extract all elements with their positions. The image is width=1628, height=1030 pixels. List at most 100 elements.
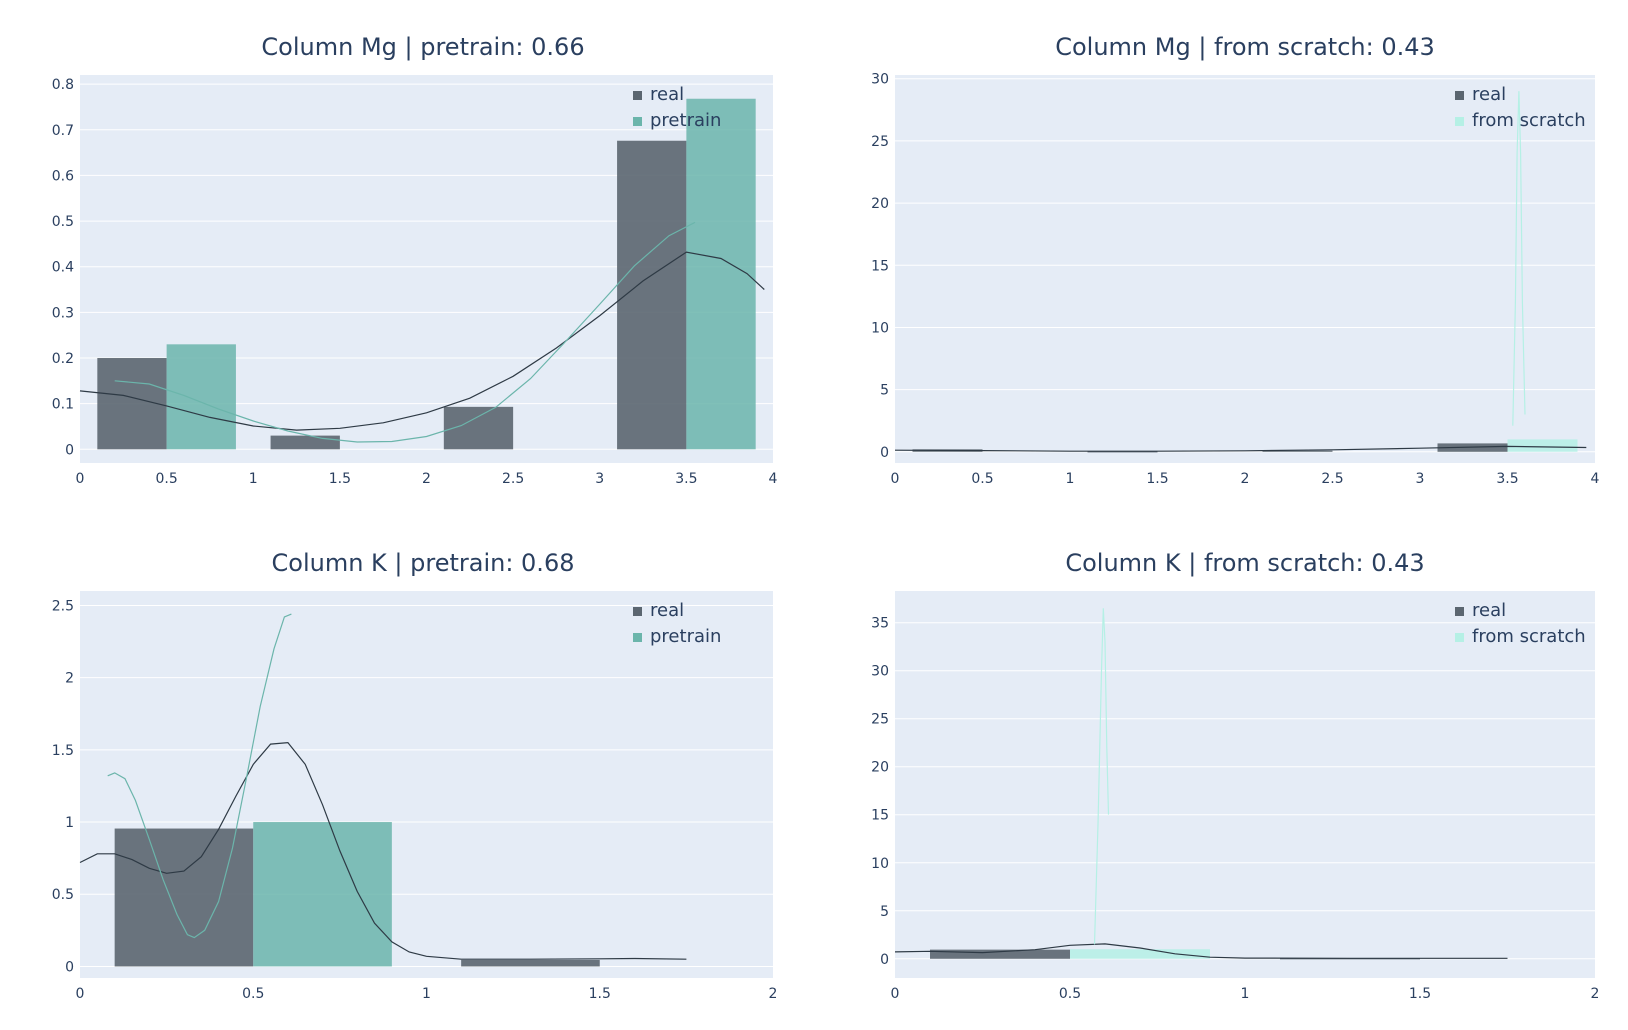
bar-from-scratch: [1507, 439, 1578, 452]
legend-label: from scratch: [1472, 110, 1586, 131]
bar-real: [1262, 450, 1333, 452]
x-tick-label: 0.5: [1059, 986, 1081, 1002]
x-tick-label: 1.5: [329, 471, 351, 487]
bar-from-scratch: [1070, 949, 1210, 959]
y-tick-label: 2.5: [52, 598, 74, 614]
y-tick-label: 25: [871, 712, 889, 728]
x-tick-label: 0: [76, 986, 85, 1002]
x-tick-label: 1: [1066, 471, 1075, 487]
subplot-3: 0 0.5 1 1.5 2 2.5 0 0.5 1 1.5 2 Column K | pretrain…: [52, 549, 778, 1002]
y-tick-label: 15: [871, 258, 889, 274]
y-tick-label: 0.5: [52, 887, 74, 903]
plot-area: [895, 591, 1595, 978]
kde-line-real: [894, 445, 1587, 452]
y-tick-label: 0: [880, 445, 889, 461]
x-tick-label: 0: [891, 471, 900, 487]
kde-line-from-scratch: [1093, 608, 1110, 945]
legend-item[interactable]: real: [1455, 84, 1506, 105]
legend-swatch: [1455, 91, 1464, 100]
y-tick-label: 10: [871, 856, 889, 872]
y-tick-label: 20: [871, 196, 889, 212]
y-tick-label: 30: [871, 72, 889, 88]
y-tick-label: 15: [871, 808, 889, 824]
legend-item[interactable]: from scratch: [1455, 110, 1586, 131]
legend-label: real: [1472, 84, 1506, 105]
legend-item[interactable]: real: [633, 84, 684, 105]
subplot-1: 0 0.1 0.2 0.3 0.4 0.5 0.6 0.7 0.8 0 0.5 1 1.5 2 2.5 3 3.…: [52, 33, 778, 487]
x-tick-label: 1.5: [589, 986, 611, 1002]
legend-label: real: [650, 600, 684, 621]
subplot-title: Column K | pretrain: 0.68: [272, 549, 575, 577]
bar-real: [443, 406, 514, 450]
y-tick-label: 0.2: [52, 351, 74, 367]
legend-swatch: [1455, 117, 1464, 126]
y-tick-label: 10: [871, 320, 889, 336]
y-tick-label: 5: [880, 904, 889, 920]
legend-swatch: [1455, 633, 1464, 642]
x-tick-label: 3: [1416, 471, 1425, 487]
x-tick-label: 0: [891, 986, 900, 1002]
legend-item[interactable]: from scratch: [1455, 626, 1586, 647]
x-tick-label: 3: [595, 471, 604, 487]
kde-line-real: [79, 741, 687, 960]
legend-swatch: [633, 633, 642, 642]
y-tick-label: 30: [871, 664, 889, 680]
legend-item[interactable]: pretrain: [633, 110, 721, 131]
y-tick-label: 0: [65, 959, 74, 975]
x-tick-label: 3.5: [675, 471, 697, 487]
y-tick-label: 20: [871, 760, 889, 776]
x-tick-label: 0.5: [242, 986, 264, 1002]
kde-line-real: [894, 943, 1508, 959]
y-tick-label: 0.5: [52, 214, 74, 230]
bar-real: [114, 828, 254, 967]
bar-real: [270, 435, 340, 450]
x-tick-label: 4: [1591, 471, 1600, 487]
y-tick-label: 0: [65, 442, 74, 458]
kde-line-from-scratch: [1512, 91, 1526, 426]
subplot-title: Column Mg | from scratch: 0.43: [1055, 33, 1435, 61]
bar-real: [930, 949, 1070, 959]
y-tick-label: 0: [880, 952, 889, 968]
subplot-4: 0 5 10 15 20 25 30 35 0 0.5 1 1.5 2 Column K | from s…: [871, 549, 1599, 1002]
legend-swatch: [633, 607, 642, 616]
x-tick-label: 2.5: [1321, 471, 1343, 487]
bar-real: [617, 140, 687, 450]
x-tick-label: 1.5: [1146, 471, 1168, 487]
y-tick-label: 5: [880, 383, 889, 399]
y-tick-label: 25: [871, 134, 889, 150]
subplot-title: Column K | from scratch: 0.43: [1065, 549, 1424, 577]
legend-item[interactable]: real: [633, 600, 684, 621]
legend-label: real: [650, 84, 684, 105]
x-tick-label: 0.5: [971, 471, 993, 487]
legend-label: real: [1472, 600, 1506, 621]
x-tick-label: 2: [1241, 471, 1250, 487]
bar-pretrain: [166, 344, 236, 450]
legend-label: pretrain: [650, 626, 721, 647]
legend-item[interactable]: real: [1455, 600, 1506, 621]
x-tick-label: 1: [422, 986, 431, 1002]
subplot-2: 0 5 10 15 20 25 30 0 0.5 1 1.5 2 2.5 3 3.5 4 Column Mg |…: [871, 33, 1599, 487]
legend-label: from scratch: [1472, 626, 1586, 647]
kde-line-pretrain: [107, 613, 292, 939]
legend-swatch: [633, 91, 642, 100]
kde-line-real: [79, 251, 765, 431]
y-tick-label: 0.8: [52, 77, 74, 93]
x-tick-label: 3.5: [1496, 471, 1518, 487]
y-tick-label: 1.5: [52, 743, 74, 759]
x-tick-label: 0.5: [155, 471, 177, 487]
y-tick-label: 0.3: [52, 305, 74, 321]
x-tick-label: 2: [1591, 986, 1600, 1002]
kde-line-pretrain: [114, 221, 696, 443]
x-tick-label: 2.5: [502, 471, 524, 487]
legend-item[interactable]: pretrain: [633, 626, 721, 647]
y-tick-label: 0.1: [52, 397, 74, 413]
bar-real: [461, 959, 600, 967]
y-tick-label: 0.6: [52, 168, 74, 184]
x-tick-label: 1: [249, 471, 258, 487]
x-tick-label: 4: [769, 471, 778, 487]
y-tick-label: 0.4: [52, 260, 74, 276]
y-tick-label: 35: [871, 616, 889, 632]
y-tick-label: 0.7: [52, 123, 74, 139]
